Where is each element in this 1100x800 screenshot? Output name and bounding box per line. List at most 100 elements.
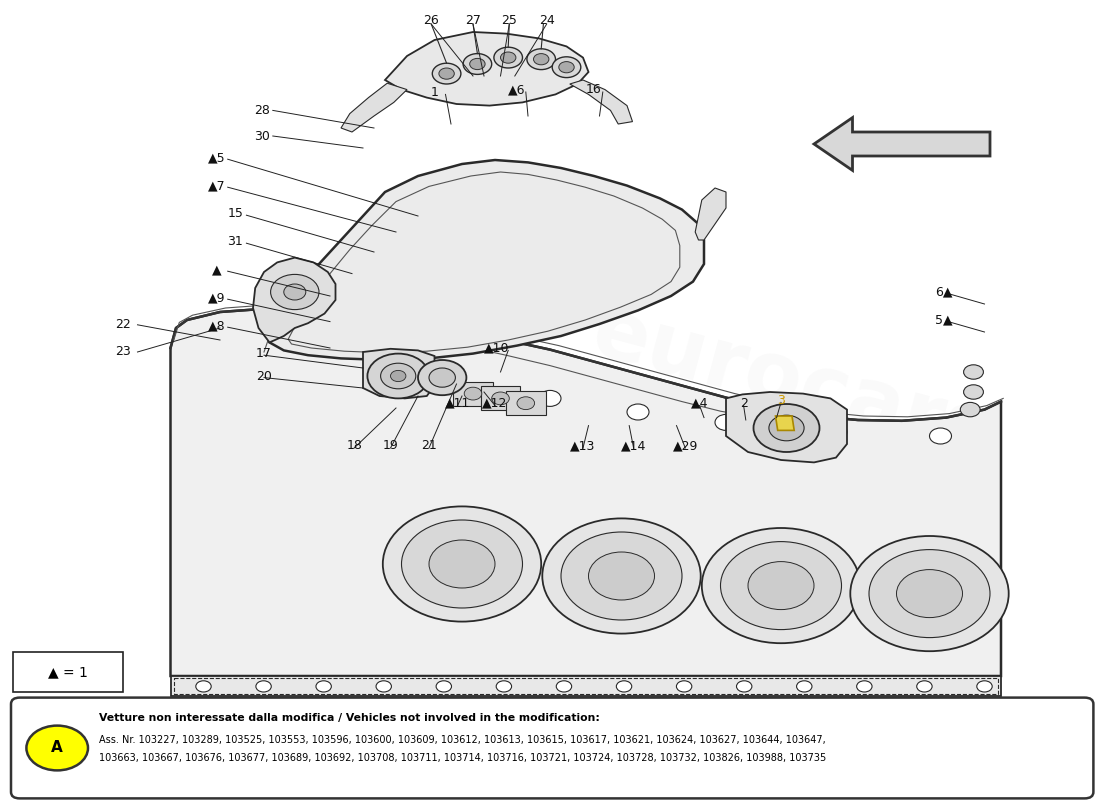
Circle shape [964, 385, 983, 399]
Circle shape [271, 274, 319, 310]
Polygon shape [363, 349, 434, 398]
Circle shape [527, 49, 556, 70]
Circle shape [367, 354, 429, 398]
Text: 16: 16 [586, 83, 602, 96]
Text: ▲12: ▲12 [482, 397, 508, 410]
Polygon shape [270, 160, 704, 360]
Text: 28: 28 [254, 104, 270, 117]
Text: ▲7: ▲7 [208, 179, 226, 192]
FancyBboxPatch shape [13, 652, 123, 692]
Circle shape [376, 681, 392, 692]
Circle shape [402, 520, 522, 608]
Circle shape [429, 368, 455, 387]
Text: 15: 15 [228, 207, 243, 220]
Text: 27: 27 [465, 14, 481, 26]
Text: 103663, 103667, 103676, 103677, 103689, 103692, 103708, 103711, 103714, 103716, : 103663, 103667, 103676, 103677, 103689, … [99, 754, 826, 763]
Polygon shape [695, 188, 726, 240]
Circle shape [463, 54, 492, 74]
Circle shape [825, 424, 847, 440]
Circle shape [470, 58, 485, 70]
Text: ▲14: ▲14 [620, 439, 647, 452]
FancyBboxPatch shape [11, 698, 1093, 798]
Circle shape [316, 681, 331, 692]
Circle shape [715, 414, 737, 430]
Text: 25: 25 [502, 14, 517, 26]
Circle shape [796, 681, 812, 692]
Text: ▲4: ▲4 [691, 397, 708, 410]
Text: 18: 18 [346, 439, 362, 452]
Text: 6▲: 6▲ [935, 286, 953, 298]
Polygon shape [170, 310, 1001, 676]
Polygon shape [453, 382, 493, 406]
Text: A: A [52, 741, 63, 755]
Text: ▲8: ▲8 [208, 319, 226, 332]
Circle shape [383, 506, 541, 622]
Circle shape [439, 68, 454, 79]
Circle shape [500, 52, 516, 63]
Circle shape [769, 415, 804, 441]
Text: Vetture non interessate dalla modifica / Vehicles not involved in the modificati: Vetture non interessate dalla modifica /… [99, 713, 600, 722]
Circle shape [896, 570, 962, 618]
Text: ▲10: ▲10 [484, 342, 510, 354]
Circle shape [857, 681, 872, 692]
Polygon shape [253, 258, 336, 342]
Text: 21: 21 [421, 439, 437, 452]
Circle shape [627, 404, 649, 420]
Circle shape [26, 726, 88, 770]
Text: 31: 31 [228, 235, 243, 248]
Text: ▲6: ▲6 [508, 83, 526, 96]
Text: 26: 26 [424, 14, 439, 26]
Circle shape [960, 402, 980, 417]
Text: 3: 3 [777, 394, 785, 406]
Circle shape [492, 392, 509, 405]
Text: since 1985: since 1985 [508, 530, 812, 654]
Circle shape [930, 428, 952, 444]
Polygon shape [776, 416, 794, 430]
Circle shape [379, 370, 401, 386]
Circle shape [557, 681, 572, 692]
Polygon shape [341, 83, 407, 132]
Text: 19: 19 [383, 439, 398, 452]
Circle shape [390, 370, 406, 382]
Text: ▲29: ▲29 [672, 439, 698, 452]
Circle shape [754, 404, 820, 452]
Text: ▲11: ▲11 [444, 397, 471, 410]
Circle shape [702, 528, 860, 643]
Circle shape [588, 552, 654, 600]
Text: eurocars: eurocars [583, 292, 1001, 476]
Circle shape [916, 681, 932, 692]
Circle shape [496, 681, 512, 692]
Text: 2: 2 [739, 397, 748, 410]
Circle shape [561, 532, 682, 620]
Text: 17: 17 [256, 347, 272, 360]
Circle shape [534, 54, 549, 65]
Circle shape [539, 390, 561, 406]
Circle shape [196, 681, 211, 692]
Circle shape [284, 284, 306, 300]
Circle shape [977, 681, 992, 692]
Text: 20: 20 [256, 370, 272, 382]
Circle shape [964, 365, 983, 379]
Circle shape [559, 62, 574, 73]
Circle shape [256, 681, 272, 692]
Circle shape [436, 681, 451, 692]
Circle shape [552, 57, 581, 78]
Circle shape [720, 542, 842, 630]
Circle shape [464, 387, 482, 400]
Text: ▲ = 1: ▲ = 1 [48, 665, 88, 679]
Text: ▲: ▲ [212, 263, 221, 276]
Text: Ass. Nr. 103227, 103289, 103525, 103553, 103596, 103600, 103609, 103612, 103613,: Ass. Nr. 103227, 103289, 103525, 103553,… [99, 735, 826, 745]
Text: 23: 23 [116, 346, 131, 358]
Circle shape [616, 681, 631, 692]
Circle shape [676, 681, 692, 692]
Circle shape [381, 363, 416, 389]
Text: 22: 22 [116, 318, 131, 331]
Circle shape [432, 63, 461, 84]
Polygon shape [814, 118, 990, 170]
Circle shape [418, 360, 466, 395]
Text: 1: 1 [430, 86, 439, 98]
Polygon shape [481, 386, 520, 410]
Text: 5▲: 5▲ [935, 314, 953, 326]
Text: ▲13: ▲13 [570, 439, 596, 452]
Circle shape [748, 562, 814, 610]
